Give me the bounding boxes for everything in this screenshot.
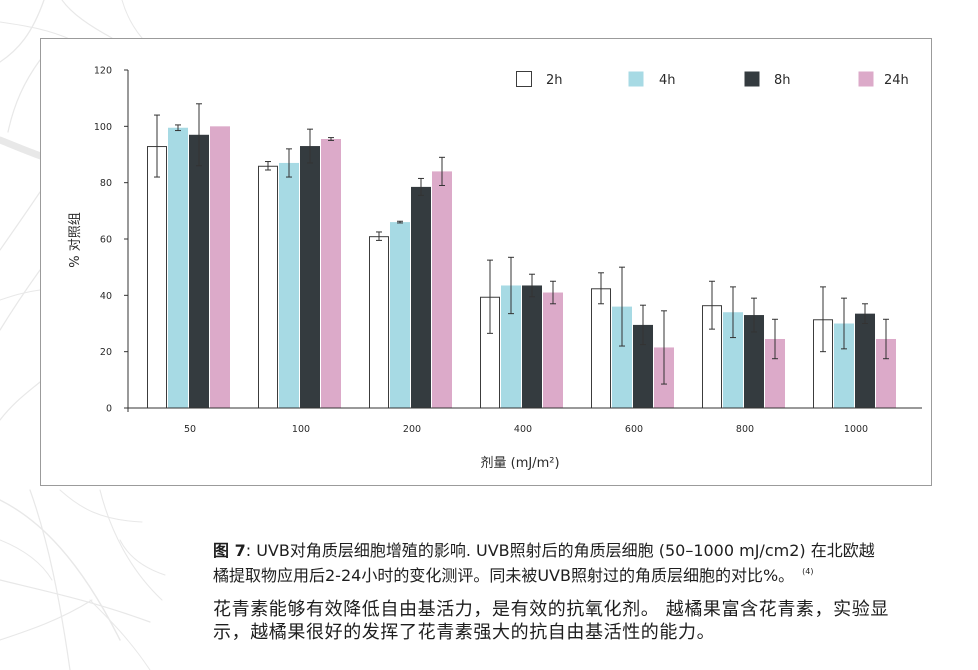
error-bar-8h-100	[307, 128, 313, 164]
bar-4h-1000	[834, 323, 854, 408]
bar-24h-200	[432, 171, 452, 408]
legend-swatch	[516, 71, 532, 87]
error-bar-2h-50	[154, 114, 160, 178]
error-bar-4h-600	[619, 266, 625, 347]
error-bar-24h-1000	[883, 318, 889, 360]
figure-caption-text: : UVB对角质层细胞增殖的影响. UVB照射后的角质层细胞 (50–1000 …	[213, 541, 875, 585]
x-tick-label: 50	[184, 424, 196, 435]
y-tick-label: 100	[94, 122, 112, 133]
bar-4h-50	[168, 127, 188, 408]
bar-8h-600	[633, 324, 653, 408]
error-bar-8h-400	[529, 273, 535, 298]
x-tick-label: 800	[736, 424, 754, 435]
bar-2h-100	[258, 165, 278, 409]
bar-4h-100	[279, 162, 299, 408]
error-bar-4h-50	[175, 124, 181, 132]
legend-item-24h: 24h	[858, 71, 909, 88]
error-bar-24h-200	[439, 156, 445, 186]
error-bar-8h-800	[751, 297, 757, 333]
axes	[124, 70, 922, 412]
bar-8h-1000	[855, 313, 875, 408]
error-bar-2h-100	[265, 161, 271, 171]
error-bar-4h-1000	[841, 297, 847, 350]
body-paragraph: 花青素能够有效降低自由基活力，是有效的抗氧化剂。 越橘果富含花青素，实验显示，越…	[213, 599, 889, 643]
legend-item-8h: 8h	[744, 71, 791, 88]
error-bar-8h-1000	[862, 303, 868, 324]
bar-24h-50	[210, 126, 230, 408]
bar-8h-100	[300, 146, 320, 409]
error-bar-4h-100	[286, 148, 292, 178]
figure-caption: 图 7: UVB对角质层细胞增殖的影响. UVB照射后的角质层细胞 (50–10…	[213, 540, 881, 586]
error-bar-4h-800	[730, 286, 736, 339]
y-tick-label: 60	[100, 235, 112, 246]
legend-label: 8h	[774, 73, 791, 88]
bar-chart: 0 20 40 60 80 100 120 50 100 200 400 600 800 1000 % …	[40, 38, 932, 486]
bar-24h-400	[543, 292, 563, 408]
x-tick-label: 400	[514, 424, 532, 435]
x-tick-label: 1000	[844, 424, 868, 435]
bar-8h-200	[411, 186, 431, 408]
error-bar-2h-1000	[820, 286, 826, 353]
y-axis-ticks: 0 20 40 60 80 100 120	[94, 66, 128, 415]
legend-label: 4h	[659, 73, 676, 88]
bar-4h-800	[723, 312, 743, 408]
y-tick-label: 80	[100, 178, 112, 189]
bar-8h-400	[522, 285, 542, 408]
error-bar-8h-600	[640, 304, 646, 346]
error-bar-2h-800	[709, 280, 715, 330]
x-tick-label: 200	[403, 424, 421, 435]
x-tick-label: 600	[625, 424, 643, 435]
bar-8h-800	[744, 315, 764, 408]
legend-label: 2h	[546, 73, 563, 88]
error-bar-2h-200	[376, 231, 382, 241]
bar-24h-800	[765, 338, 785, 408]
y-tick-label: 40	[100, 291, 112, 302]
error-bar-24h-100	[328, 137, 334, 141]
error-bar-8h-200	[418, 177, 424, 196]
bar-4h-400	[501, 285, 521, 408]
bar-24h-1000	[876, 338, 896, 408]
bar-2h-50	[147, 146, 167, 409]
bar-2h-600	[591, 288, 611, 409]
error-bar-24h-800	[772, 318, 778, 360]
x-tick-label: 100	[292, 424, 310, 435]
bar-4h-600	[612, 306, 632, 408]
y-axis-title: % 对照组	[68, 212, 83, 268]
error-bar-2h-600	[598, 272, 604, 305]
bar-24h-100	[321, 139, 341, 408]
legend-swatch	[858, 71, 874, 87]
error-bar-2h-400	[487, 259, 493, 334]
x-axis-ticks: 50 100 200 400 600 800 1000	[184, 424, 868, 435]
legend-label: 24h	[884, 73, 909, 88]
figure-label: 图 7	[213, 541, 246, 560]
legend-item-2h: 2h	[516, 71, 563, 88]
error-bar-4h-200	[397, 220, 403, 224]
y-tick-label: 120	[94, 66, 112, 77]
legend-swatch	[628, 71, 644, 87]
error-bar-24h-400	[550, 280, 556, 305]
error-bar-4h-400	[508, 256, 514, 315]
bar-8h-50	[189, 134, 209, 409]
legend: 2h 4h 8h 24h	[516, 71, 909, 88]
error-bar-8h-50	[196, 103, 202, 167]
x-axis-title: 剂量 (mJ/m²)	[480, 456, 559, 471]
legend-item-4h: 4h	[628, 71, 676, 88]
y-tick-label: 0	[106, 404, 112, 415]
error-bar-24h-600	[661, 310, 667, 385]
y-tick-label: 20	[100, 347, 112, 358]
error-bars	[154, 103, 889, 385]
bar-2h-200	[369, 236, 389, 409]
reference-marker: (4)	[802, 567, 814, 576]
legend-swatch	[744, 71, 760, 87]
bar-4h-200	[390, 222, 410, 408]
